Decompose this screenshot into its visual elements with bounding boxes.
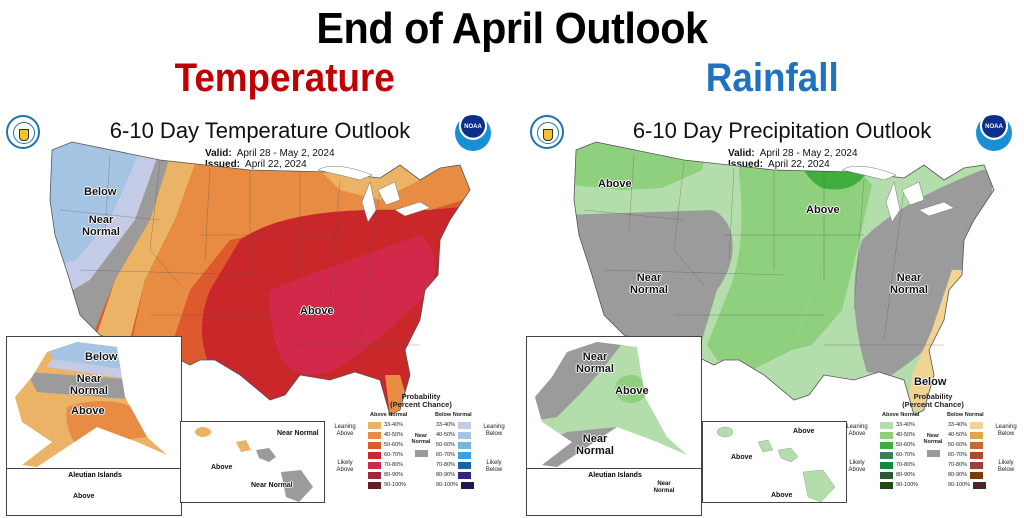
- rainfall-subtitle: Rainfall: [705, 56, 839, 100]
- alaska-label-near-normal-1: Near Normal: [576, 351, 614, 375]
- precipitation-label-near-normal-west: Near Normal: [630, 272, 668, 296]
- temperature-label-above: Above: [300, 305, 334, 317]
- temperature-legend-below: 33-40% 40-50% 50-60% 60-70% 70-80% 80-90…: [436, 420, 475, 490]
- hawaii-label-near-normal-1: Near Normal: [277, 430, 319, 437]
- temperature-legend: Probability (Percent Chance) Above Normal…: [334, 392, 505, 490]
- temperature-outlook-panel: NOAA 6-10 Day Temperature Outlook Valid:…: [0, 110, 512, 518]
- hawaii-label-above: Above: [211, 464, 233, 471]
- precipitation-legend-near-normal: Near Normal: [922, 433, 944, 457]
- hawaii-label-near-normal-2: Near Normal: [251, 482, 293, 489]
- alaska-map: [535, 342, 687, 467]
- noaa-logo-text: NOAA: [985, 124, 1003, 130]
- precipitation-label-below: Below: [914, 376, 947, 388]
- precipitation-map-title: 6-10 Day Precipitation Outlook: [632, 118, 932, 143]
- precipitation-alaska-inset: Near Normal Above Near Normal: [526, 336, 702, 472]
- temperature-map-title: 6-10 Day Temperature Outlook: [109, 118, 411, 143]
- temperature-label-below: Below: [84, 186, 117, 198]
- alaska-map: [15, 342, 167, 467]
- precipitation-valid-dates: Valid: April 28 - May 2, 2024 Issued: Ap…: [728, 148, 858, 170]
- hawaii-label-above-2: Above: [731, 454, 753, 461]
- temperature-subtitle: Temperature: [174, 56, 395, 100]
- aleutian-title: Aleutian Islands: [68, 472, 122, 479]
- alaska-label-below: Below: [85, 351, 118, 363]
- doc-seal-icon: [6, 115, 40, 149]
- temperature-label-near-normal: Near Normal: [82, 214, 120, 238]
- precipitation-label-above-midwest: Above: [806, 204, 840, 216]
- precipitation-hawaii-inset: Above Above Above: [702, 421, 847, 503]
- temperature-legend-near-normal: Near Normal: [410, 433, 432, 457]
- precipitation-legend-above: 33-40% 40-50% 50-60% 60-70% 70-80% 80-90…: [880, 420, 918, 490]
- precipitation-aleutian-inset: Aleutian Islands Near Normal: [526, 468, 702, 516]
- temperature-aleutian-inset: Aleutian Islands Above: [6, 468, 182, 516]
- hawaii-label-above-1: Above: [793, 428, 815, 435]
- hawaii-label-above-3: Above: [771, 492, 793, 499]
- temperature-valid-dates: Valid: April 28 - May 2, 2024 Issued: Ap…: [205, 148, 335, 170]
- alaska-label-near-normal-2: Near Normal: [576, 433, 614, 457]
- temperature-conus-map: [49, 141, 471, 416]
- precipitation-outlook-panel: NOAA 6-10 Day Precipitation Outlook Vali…: [512, 110, 1024, 518]
- hawaii-map: [716, 426, 836, 503]
- noaa-logo-text: NOAA: [464, 124, 482, 130]
- precipitation-legend: Probability (Percent Chance) Above Normal…: [846, 392, 1017, 490]
- doc-seal-icon: [530, 115, 564, 149]
- noaa-logo-icon: NOAA: [976, 115, 1012, 151]
- aleutian-label: Near Normal: [653, 481, 675, 494]
- temperature-legend-above: 33-40% 40-50% 50-60% 60-70% 70-80% 80-90…: [368, 420, 406, 490]
- precipitation-label-near-normal-east: Near Normal: [890, 272, 928, 296]
- aleutian-label: Above: [73, 493, 95, 500]
- precipitation-legend-below: 33-40% 40-50% 50-60% 60-70% 70-80% 80-90…: [948, 420, 987, 490]
- noaa-logo-icon: NOAA: [455, 115, 491, 151]
- precipitation-label-above-nw: Above: [598, 178, 632, 190]
- aleutian-title: Aleutian Islands: [588, 472, 642, 479]
- alaska-label-above: Above: [71, 405, 105, 417]
- main-title: End of April Outlook: [316, 4, 708, 53]
- temperature-alaska-inset: Below Near Normal Above: [6, 336, 182, 472]
- temperature-hawaii-inset: Near Normal Above Near Normal: [180, 421, 325, 503]
- hawaii-map: [195, 427, 313, 502]
- alaska-label-above: Above: [615, 385, 649, 397]
- alaska-label-near-normal: Near Normal: [70, 373, 108, 397]
